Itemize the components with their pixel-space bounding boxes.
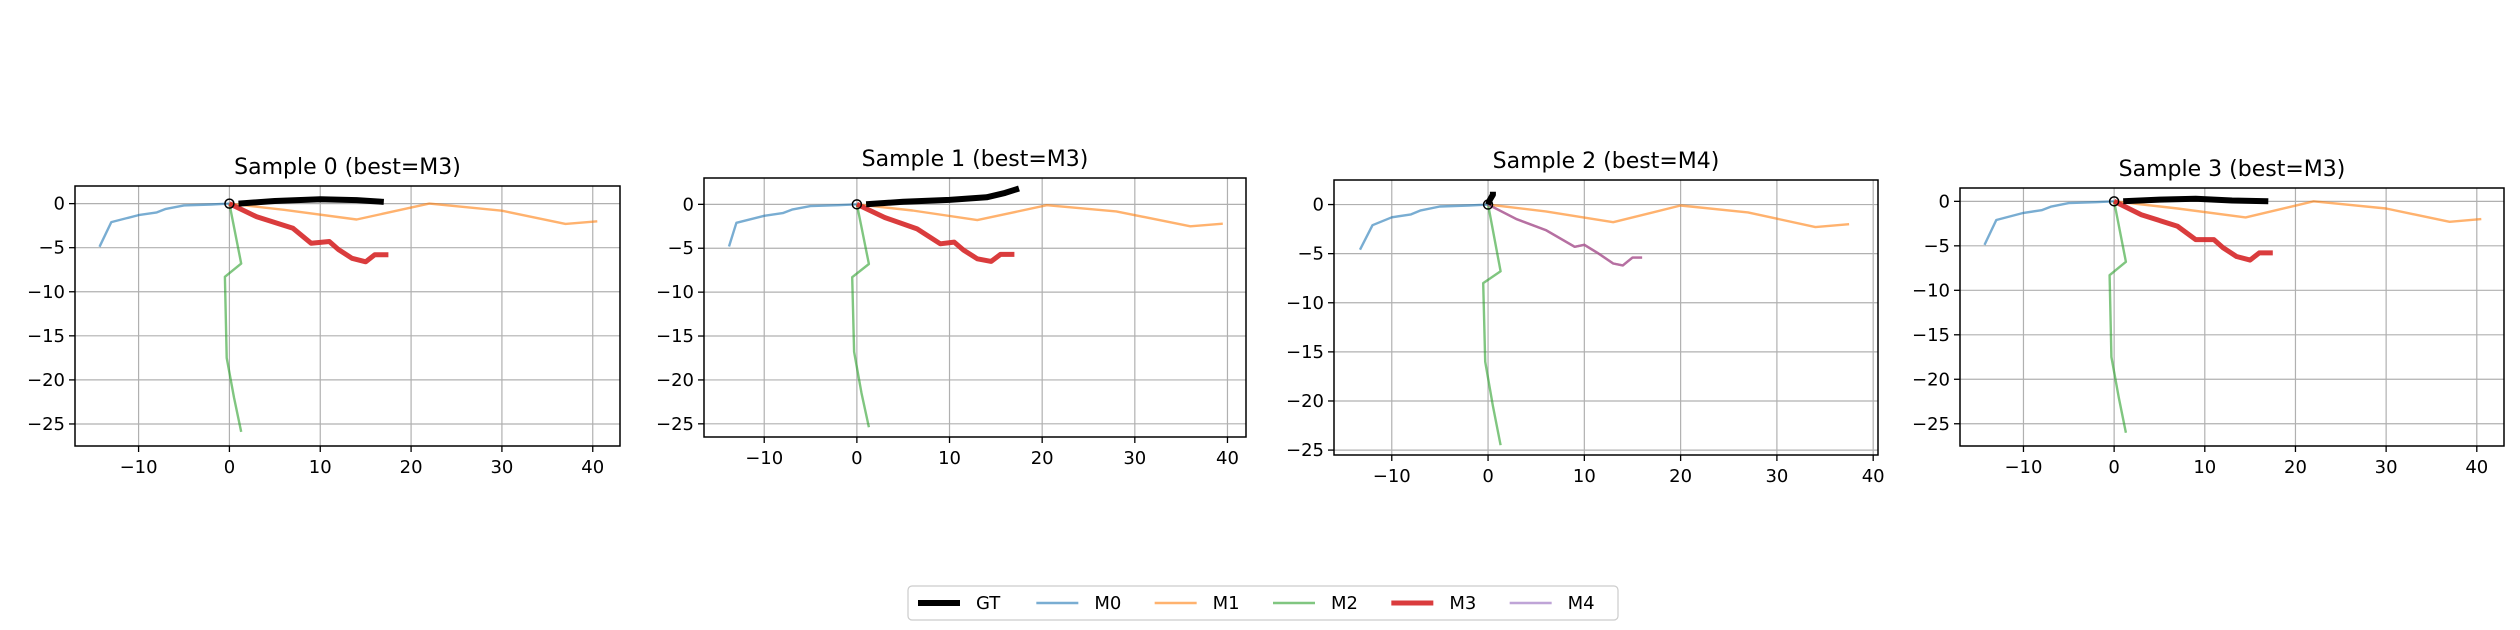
- axes-frame: [1333, 179, 1879, 456]
- x-tick-label: 0: [224, 457, 235, 478]
- y-tick-label: −5: [38, 238, 65, 259]
- y-tick-label: −5: [667, 238, 694, 259]
- x-tick-label: 20: [2284, 457, 2307, 478]
- x-tick-label: 10: [1573, 466, 1596, 487]
- legend: GT M0 M1 M2 M3 M4: [907, 585, 1619, 621]
- legend-label-m3: M3: [1449, 593, 1476, 614]
- y-tick-label: −5: [1923, 236, 1950, 257]
- y-tick-label: 0: [1939, 191, 1950, 212]
- subplot-title: Sample 1 (best=M3): [862, 147, 1089, 172]
- y-tick-label: 0: [1313, 195, 1324, 216]
- x-tick-label: 0: [851, 448, 862, 469]
- x-tick-label: 0: [2108, 457, 2119, 478]
- series-m3: [2112, 199, 2273, 263]
- series-m0: [727, 203, 857, 247]
- series-gt: [865, 185, 1020, 208]
- x-tick-label: 30: [490, 457, 513, 478]
- y-tick-label: −15: [1286, 342, 1324, 363]
- series-m1: [1487, 203, 1850, 229]
- series-gt: [238, 196, 384, 207]
- x-tick-label: −10: [745, 448, 783, 469]
- y-tick-label: −20: [1912, 369, 1950, 390]
- y-tick-label: −10: [656, 282, 694, 303]
- subplot-title: Sample 2 (best=M4): [1493, 149, 1720, 174]
- series-m2: [223, 203, 243, 433]
- series-m1: [856, 203, 1223, 228]
- y-tick-label: −25: [656, 414, 694, 435]
- y-tick-label: −20: [656, 370, 694, 391]
- axes-frame: [74, 185, 621, 447]
- x-tick-label: 10: [938, 448, 961, 469]
- legend-label-m2: M2: [1331, 593, 1358, 614]
- y-tick-label: −10: [1286, 293, 1324, 314]
- y-tick-label: −15: [656, 326, 694, 347]
- x-tick-label: 30: [2375, 457, 2398, 478]
- axes-frame: [1959, 187, 2505, 447]
- series-gt: [1485, 191, 1496, 206]
- series-m0: [98, 202, 230, 248]
- x-tick-label: 10: [2193, 457, 2216, 478]
- series-m2: [2108, 201, 2128, 433]
- origin-marker: [2108, 196, 2120, 207]
- subplot-2: −10 0 10 20 30 40 0 −5 −10 −15 −20 −25 Sample 2 (bes…: [1286, 149, 1885, 487]
- x-tick-label: 40: [1216, 448, 1239, 469]
- y-tick-label: −25: [1912, 414, 1950, 435]
- x-tick-label: −10: [120, 457, 158, 478]
- x-tick-label: 20: [1669, 466, 1692, 487]
- x-tick-label: 40: [1862, 466, 1885, 487]
- series-m4: [1487, 203, 1643, 267]
- series-m2: [1481, 204, 1502, 446]
- y-tick-label: −25: [1286, 440, 1324, 461]
- x-tick-label: 40: [581, 457, 604, 478]
- origin-marker: [224, 198, 235, 209]
- legend-frame: [907, 585, 1619, 621]
- y-tick-label: −20: [27, 370, 65, 391]
- y-tick-label: −10: [27, 282, 65, 303]
- origin-marker: [851, 199, 863, 210]
- series-m2: [851, 204, 871, 428]
- y-tick-label: −5: [1297, 244, 1324, 265]
- subplot-title: Sample 3 (best=M3): [2119, 157, 2346, 182]
- legend-label-m0: M0: [1094, 593, 1121, 614]
- subplot-3: −10 0 10 20 30 40 0 −5 −10 −15 −20 −25 Sample 3 (bes…: [1912, 157, 2505, 478]
- origin-marker: [1482, 199, 1494, 210]
- y-tick-label: −15: [1912, 325, 1950, 346]
- y-tick-label: 0: [683, 194, 694, 215]
- y-tick-label: −25: [27, 414, 65, 435]
- series-m1: [229, 202, 598, 226]
- x-tick-label: 0: [1482, 466, 1493, 487]
- y-tick-label: −15: [27, 326, 65, 347]
- y-tick-label: −10: [1912, 280, 1950, 301]
- axes-frame: [703, 177, 1247, 438]
- x-tick-label: 20: [400, 457, 423, 478]
- subplot-0: −10 0 10 20 30 40 0 −5 −10 −15 −20 −25 Sample 0 (bes…: [27, 155, 621, 478]
- y-tick-label: −20: [1286, 391, 1324, 412]
- series-m0: [1983, 200, 2115, 246]
- subplot-title: Sample 0 (best=M3): [234, 155, 461, 180]
- series-m3: [855, 202, 1015, 264]
- series-m1: [2113, 200, 2482, 224]
- x-tick-label: 40: [2465, 457, 2488, 478]
- x-tick-label: −10: [1373, 466, 1411, 487]
- legend-label-m1: M1: [1213, 593, 1240, 614]
- subplot-1: −10 0 10 20 30 40 0 −5 −10 −15 −20 −25 Sample 1 (bes…: [656, 147, 1247, 469]
- y-tick-label: 0: [54, 194, 65, 215]
- series-m0: [1358, 203, 1489, 251]
- x-tick-label: 30: [1123, 448, 1146, 469]
- legend-label-gt: GT: [976, 593, 1001, 614]
- x-tick-label: 20: [1031, 448, 1054, 469]
- x-tick-label: −10: [2004, 457, 2042, 478]
- x-tick-label: 10: [309, 457, 332, 478]
- legend-label-m4: M4: [1568, 593, 1595, 614]
- series-m3: [228, 201, 389, 265]
- x-tick-label: 30: [1765, 466, 1788, 487]
- series-gt: [2123, 195, 2269, 205]
